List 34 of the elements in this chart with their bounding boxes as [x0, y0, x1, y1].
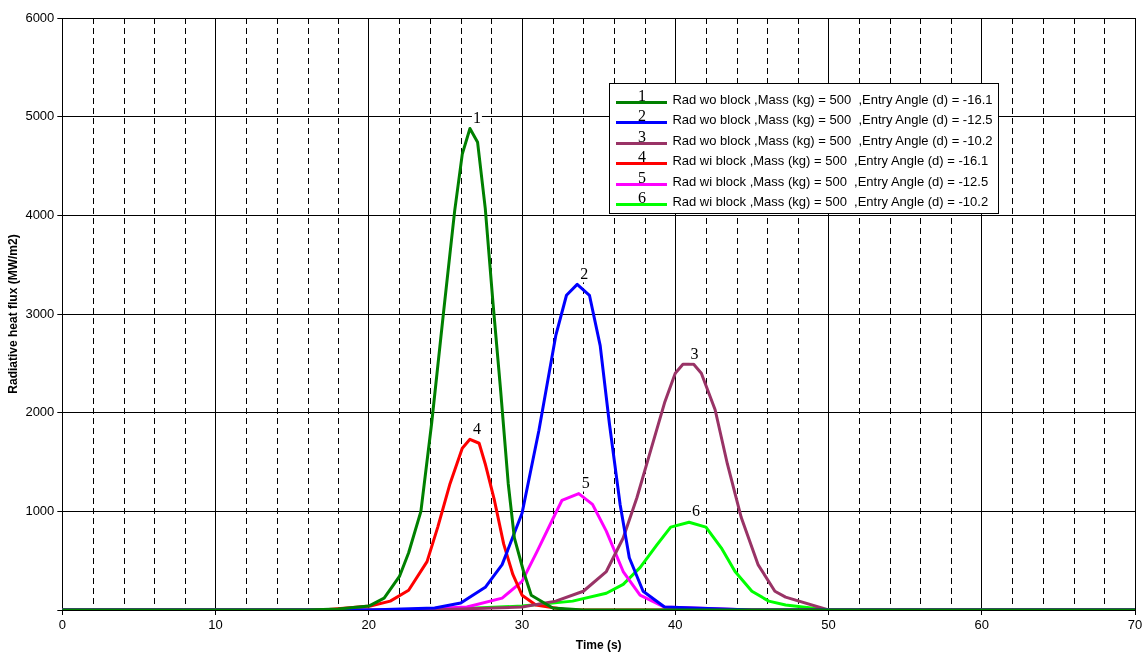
text: 4 — [637, 148, 646, 165]
legend-label: Rad wi block ,Mass (kg) = 500 ,Entry Angle (d) = -10.2 — [672, 194, 989, 209]
y-tick-label: 3000 — [25, 305, 55, 321]
text: 5 — [637, 168, 646, 186]
y-tick-label: 1000 — [25, 502, 55, 518]
legend-label: Rad wi block ,Mass (kg) = 500 ,Entry Angle (d) = -12.5 — [672, 173, 989, 189]
y-axis-title: Radiative heat flux (MW/m2) — [5, 234, 20, 394]
annotation: 6 — [692, 502, 701, 520]
annotation: 5 — [581, 473, 590, 491]
legend-label: Rad wo block ,Mass (kg) = 500 ,Entry Angle (d) = -10.2 — [672, 132, 993, 148]
y-tick-label: 4000 — [25, 206, 55, 222]
x-tick-label: 40 — [668, 617, 683, 633]
x-tick-label: 50 — [821, 617, 836, 633]
legend-label: Rad wi block ,Mass (kg) = 500 ,Entry Angle (d) = -16.1 — [672, 153, 989, 168]
text: 6 — [637, 189, 646, 206]
text: 3 — [637, 127, 646, 145]
annotation: 3 — [690, 344, 699, 362]
legend-label: Rad wo block ,Mass (kg) = 500 ,Entry Angle (d) = -16.1 — [672, 91, 993, 107]
annotation: 4 — [472, 419, 481, 437]
x-axis-title: Time (s) — [575, 638, 622, 653]
y-tick-label: 5000 — [25, 108, 55, 124]
annotation: 1 — [472, 108, 481, 126]
y-tick-label: 6000 — [25, 9, 55, 25]
x-tick-label: 10 — [208, 617, 223, 633]
annotation: 2 — [580, 264, 589, 282]
y-tick-label: 2000 — [25, 404, 55, 420]
x-tick-label: 30 — [514, 617, 530, 633]
x-tick-label: 20 — [361, 617, 377, 633]
x-tick-label: 70 — [1127, 617, 1143, 633]
text: 2 — [637, 107, 646, 124]
x-tick-label: 60 — [974, 617, 989, 633]
text: 1 — [637, 86, 646, 104]
x-tick-label: 0 — [58, 617, 66, 633]
legend-label: Rad wo block ,Mass (kg) = 500 ,Entry Angle (d) = -12.5 — [672, 112, 993, 127]
